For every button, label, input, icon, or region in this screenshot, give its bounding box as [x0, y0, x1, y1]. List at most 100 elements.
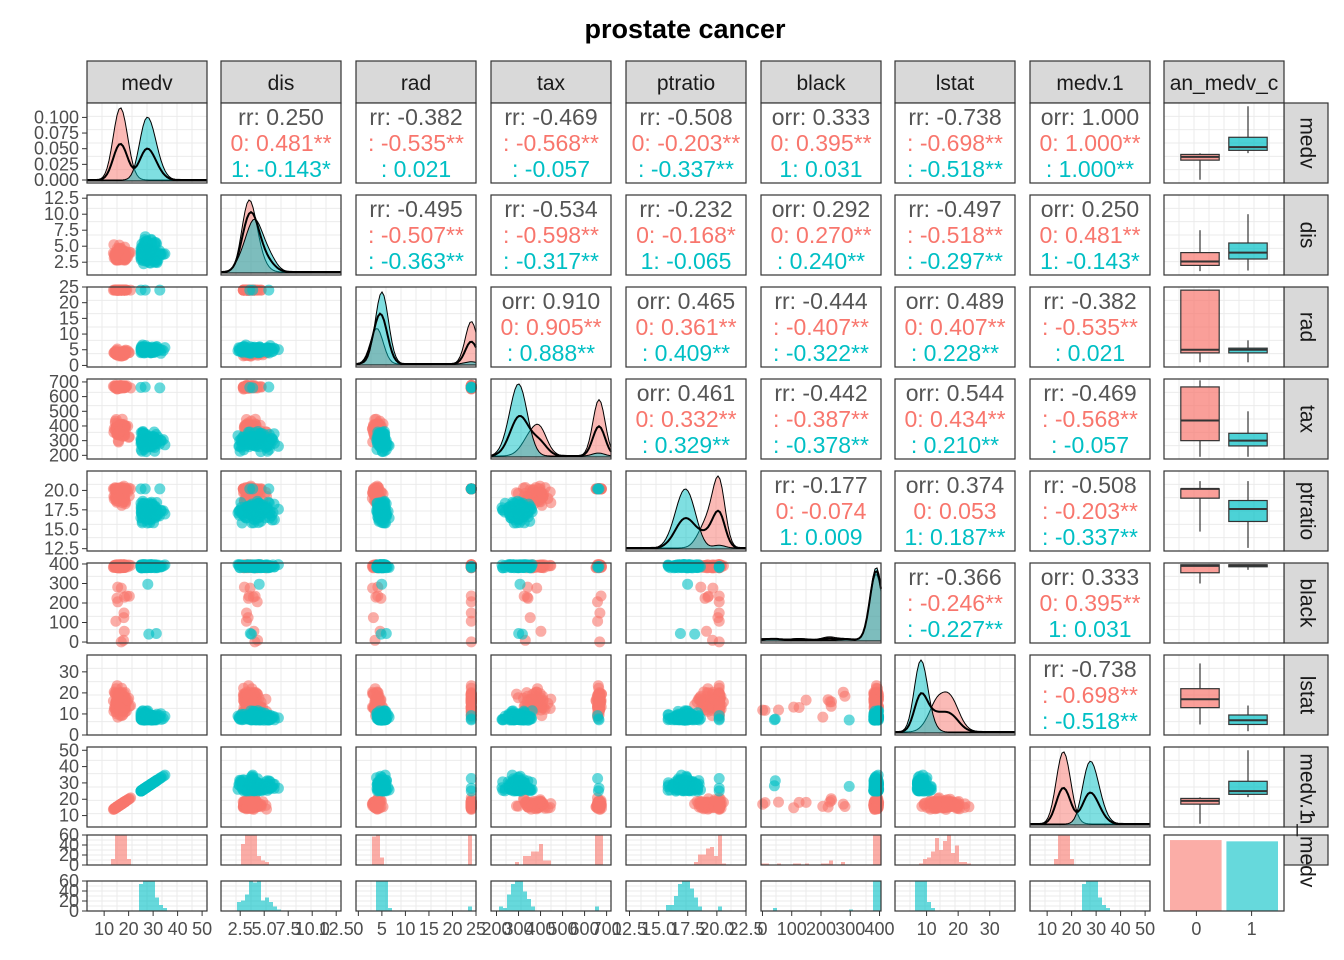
panel-1-7: [1030, 195, 1150, 275]
scatter-point: [122, 251, 134, 263]
scatter-point: [376, 578, 388, 590]
scatter-point: [544, 703, 556, 714]
scatter-point: [244, 347, 256, 359]
strip-label: medv: [1295, 117, 1318, 169]
scatter-point: [544, 486, 556, 498]
scatter-point: [154, 382, 166, 394]
strip-top-1: [220, 60, 342, 104]
correlation-text: rr: -0.444: [774, 288, 868, 314]
correlation-text: 0: 0.395**: [1039, 590, 1140, 616]
scatter-point: [268, 428, 280, 440]
panel-border: [1163, 286, 1285, 368]
scatter-point: [145, 507, 157, 518]
correlation-text: rr: -0.738: [908, 104, 1001, 130]
panel-1-2: [356, 195, 476, 275]
panel-border: [86, 470, 208, 552]
scatter-point: [114, 284, 126, 296]
scatter-point: [114, 242, 126, 254]
scatter-point: [150, 628, 162, 639]
scatter-point: [138, 258, 150, 270]
strip-label: medv.1: [1295, 753, 1318, 820]
scatter-point: [534, 694, 546, 706]
panel-border: [86, 194, 208, 276]
correlation-text: orr: 0.374: [906, 472, 1005, 498]
panel-3-4: [626, 379, 746, 459]
correlation-text: : -0.535**: [368, 130, 464, 156]
correlation-text: 0: 0.481**: [1039, 222, 1140, 248]
correlation-text: rr: -0.508: [1043, 472, 1136, 498]
panel-border: [760, 286, 882, 368]
panel-1-6: [895, 195, 1015, 275]
panel-border: [220, 194, 342, 276]
strip-right-0: [1283, 102, 1329, 184]
scatter-point: [465, 483, 477, 495]
scatter-point: [110, 414, 122, 425]
scatter-point: [255, 381, 267, 393]
scatter-point: [154, 284, 166, 296]
density-group-1: [490, 383, 612, 458]
strip-label: lstat: [1295, 676, 1318, 715]
scatter-point: [249, 590, 261, 602]
scatter-point: [380, 628, 392, 639]
strip-label: tax: [1295, 405, 1318, 434]
correlation-text: orr: 0.292: [772, 196, 870, 222]
correlation-text: 0: -0.203**: [632, 130, 741, 156]
strip-top-7: [1029, 60, 1151, 104]
scatter-point: [115, 636, 127, 648]
strip-label: dis: [1295, 222, 1318, 249]
scatter-point: [234, 712, 246, 723]
correlation-text: : 1.000**: [1046, 156, 1134, 182]
correlation-text: rr: 0.250: [238, 104, 324, 130]
correlation-text: 0: -0.168*: [636, 222, 736, 248]
scatter-point: [371, 713, 383, 725]
correlation-text: orr: 0.333: [772, 104, 870, 130]
correlation-text: : -0.203**: [1042, 498, 1138, 524]
scatter-point: [234, 344, 246, 356]
scatter-point: [263, 483, 275, 495]
panel-2-5: [761, 287, 881, 367]
scatter-point: [272, 440, 284, 452]
correlation-text: 1: -0.143*: [231, 156, 331, 182]
panel-border: [1029, 102, 1151, 184]
box-group-1: [1228, 432, 1268, 447]
panel-border: [1163, 102, 1285, 184]
scatter-point: [123, 431, 135, 443]
scatter-point: [592, 710, 604, 722]
correlation-text: : -0.227**: [907, 616, 1003, 642]
correlation-text: : -0.568**: [1042, 406, 1138, 432]
scatter-point: [139, 483, 151, 495]
correlation-text: 0: 1.000**: [1039, 130, 1140, 156]
scatter-point: [367, 612, 379, 624]
correlation-text: rr: -0.497: [908, 196, 1001, 222]
scatter-point: [118, 612, 130, 624]
scatter-point: [247, 382, 259, 394]
scatter-point: [244, 713, 256, 725]
correlation-text: rr: -0.366: [908, 564, 1001, 590]
scatter-point: [372, 590, 384, 602]
correlation-text: : -0.337**: [638, 156, 734, 182]
box-group-0: [1180, 252, 1220, 267]
correlation-text: 0: 0.905**: [500, 314, 601, 340]
correlation-text: rr: -0.382: [369, 104, 462, 130]
correlation-text: : -0.507**: [368, 222, 464, 248]
panel-grid: medv dis rad tax ptratio black lstat medv.1 an_m…: [34, 60, 1329, 939]
correlation-text: : 0.210**: [911, 432, 999, 458]
strip-label: ptratio: [1295, 482, 1318, 540]
scatter-point: [114, 560, 126, 571]
scatter-point: [534, 486, 546, 498]
strip-top-3: [490, 60, 612, 104]
scatter-point: [674, 628, 686, 639]
strip-right-2: [1283, 286, 1329, 368]
correlation-text: orr: 0.489: [906, 288, 1004, 314]
correlation-text: 1: 0.031: [1048, 616, 1131, 642]
correlation-text: rr: -0.469: [504, 104, 597, 130]
strip-right-1: [1283, 194, 1329, 276]
panel-0-5: [761, 103, 881, 183]
scatter-point: [712, 612, 724, 624]
panel-border: [894, 286, 1016, 368]
scatter-point: [253, 428, 265, 440]
scatter-point: [114, 702, 126, 714]
panel-3-6: [895, 379, 1015, 459]
scatter-point: [122, 345, 134, 357]
panel-0-7: [1030, 103, 1150, 183]
